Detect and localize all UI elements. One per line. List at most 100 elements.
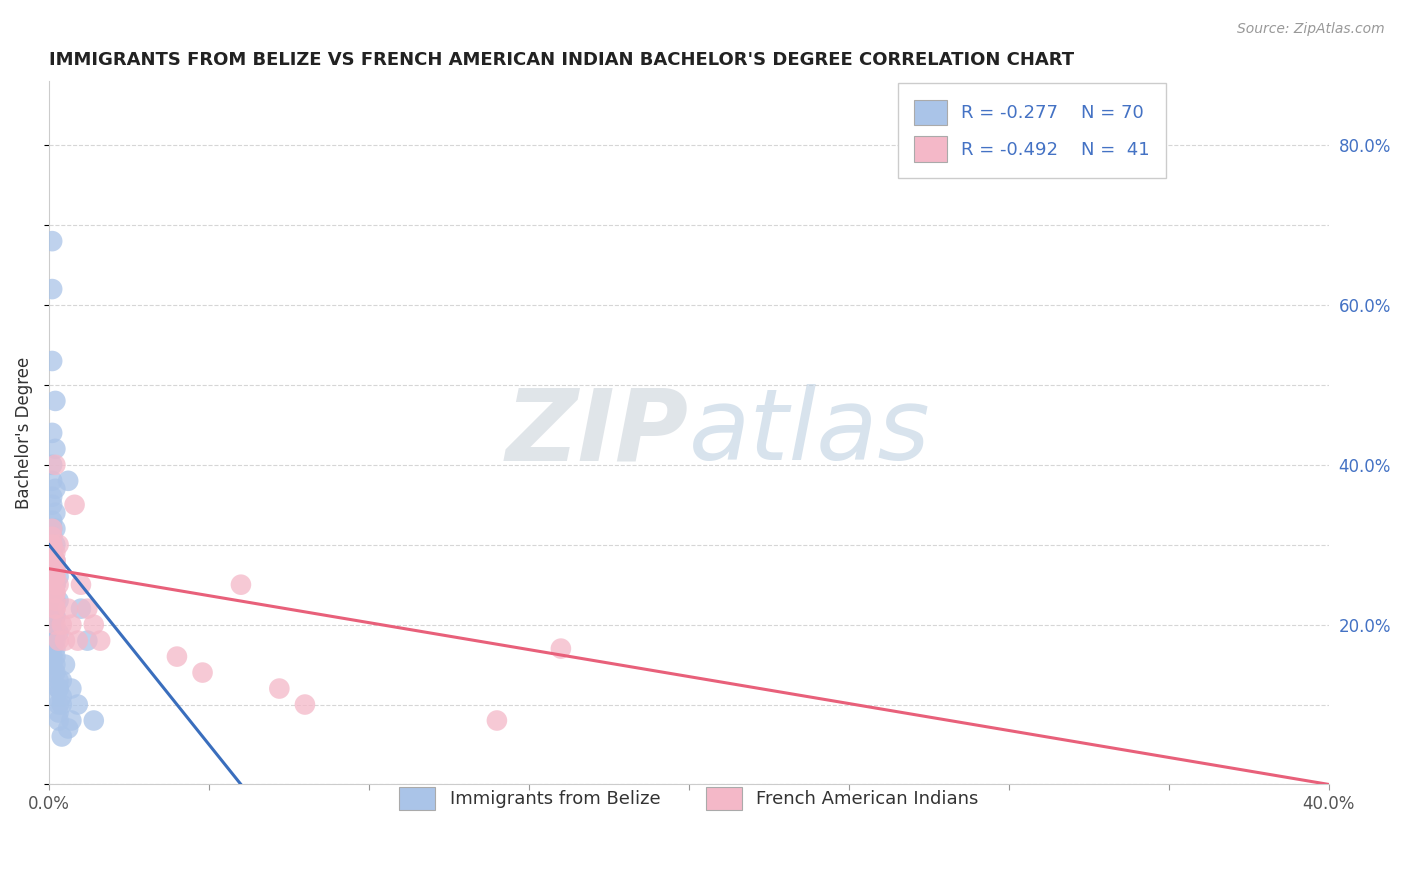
Point: [41, 490, 63, 504]
Point: [44, 577, 66, 591]
Point: [41, 601, 63, 615]
Point: [76, 633, 98, 648]
Point: [66, 633, 89, 648]
Point: [44, 609, 66, 624]
Point: [41, 530, 63, 544]
Point: [51, 617, 73, 632]
Point: [44, 690, 66, 704]
Point: [41, 522, 63, 536]
Point: [48, 538, 70, 552]
Point: [44, 570, 66, 584]
Point: [41, 538, 63, 552]
Point: [269, 681, 291, 696]
Point: [41, 585, 63, 599]
Point: [48, 714, 70, 728]
Point: [41, 425, 63, 440]
Point: [41, 530, 63, 544]
Point: [44, 546, 66, 560]
Point: [44, 593, 66, 607]
Point: [41, 282, 63, 296]
Point: [48, 698, 70, 712]
Point: [41, 546, 63, 560]
Point: [41, 570, 63, 584]
Point: [41, 657, 63, 672]
Point: [48, 625, 70, 640]
Point: [51, 673, 73, 688]
Point: [44, 393, 66, 408]
Point: [41, 538, 63, 552]
Point: [44, 601, 66, 615]
Point: [485, 714, 508, 728]
Point: [41, 514, 63, 528]
Point: [44, 641, 66, 656]
Point: [53, 633, 76, 648]
Point: [41, 498, 63, 512]
Point: [44, 585, 66, 599]
Point: [41, 562, 63, 576]
Point: [44, 625, 66, 640]
Point: [44, 562, 66, 576]
Point: [44, 633, 66, 648]
Point: [51, 690, 73, 704]
Point: [44, 458, 66, 472]
Point: [229, 577, 252, 591]
Point: [41, 554, 63, 568]
Point: [66, 698, 89, 712]
Point: [166, 649, 188, 664]
Point: [44, 601, 66, 615]
Point: [44, 593, 66, 607]
Point: [56, 722, 79, 736]
Legend: Immigrants from Belize, French American Indians: Immigrants from Belize, French American …: [385, 772, 993, 824]
Point: [44, 482, 66, 496]
Point: [48, 633, 70, 648]
Text: Source: ZipAtlas.com: Source: ZipAtlas.com: [1237, 22, 1385, 37]
Point: [41, 601, 63, 615]
Point: [294, 698, 316, 712]
Point: [41, 617, 63, 632]
Point: [41, 234, 63, 248]
Point: [44, 657, 66, 672]
Point: [48, 681, 70, 696]
Point: [41, 554, 63, 568]
Y-axis label: Bachelor's Degree: Bachelor's Degree: [15, 357, 32, 509]
Point: [44, 609, 66, 624]
Point: [60, 714, 83, 728]
Point: [48, 706, 70, 720]
Point: [44, 554, 66, 568]
Point: [60, 617, 83, 632]
Point: [41, 474, 63, 488]
Text: atlas: atlas: [689, 384, 931, 482]
Point: [41, 649, 63, 664]
Point: [70, 601, 93, 615]
Point: [44, 562, 66, 576]
Point: [44, 649, 66, 664]
Point: [70, 577, 93, 591]
Point: [191, 665, 214, 680]
Point: [41, 585, 63, 599]
Point: [41, 538, 63, 552]
Point: [41, 633, 63, 648]
Point: [48, 681, 70, 696]
Point: [53, 657, 76, 672]
Point: [41, 354, 63, 368]
Point: [41, 641, 63, 656]
Point: [41, 665, 63, 680]
Point: [76, 601, 98, 615]
Point: [56, 601, 79, 615]
Point: [44, 538, 66, 552]
Point: [44, 522, 66, 536]
Point: [48, 570, 70, 584]
Point: [60, 681, 83, 696]
Point: [44, 577, 66, 591]
Point: [51, 730, 73, 744]
Point: [41, 458, 63, 472]
Point: [44, 570, 66, 584]
Point: [83, 617, 105, 632]
Text: IMMIGRANTS FROM BELIZE VS FRENCH AMERICAN INDIAN BACHELOR'S DEGREE CORRELATION C: IMMIGRANTS FROM BELIZE VS FRENCH AMERICA…: [49, 51, 1074, 69]
Point: [41, 522, 63, 536]
Point: [51, 698, 73, 712]
Point: [41, 546, 63, 560]
Point: [48, 593, 70, 607]
Point: [44, 442, 66, 456]
Point: [63, 498, 86, 512]
